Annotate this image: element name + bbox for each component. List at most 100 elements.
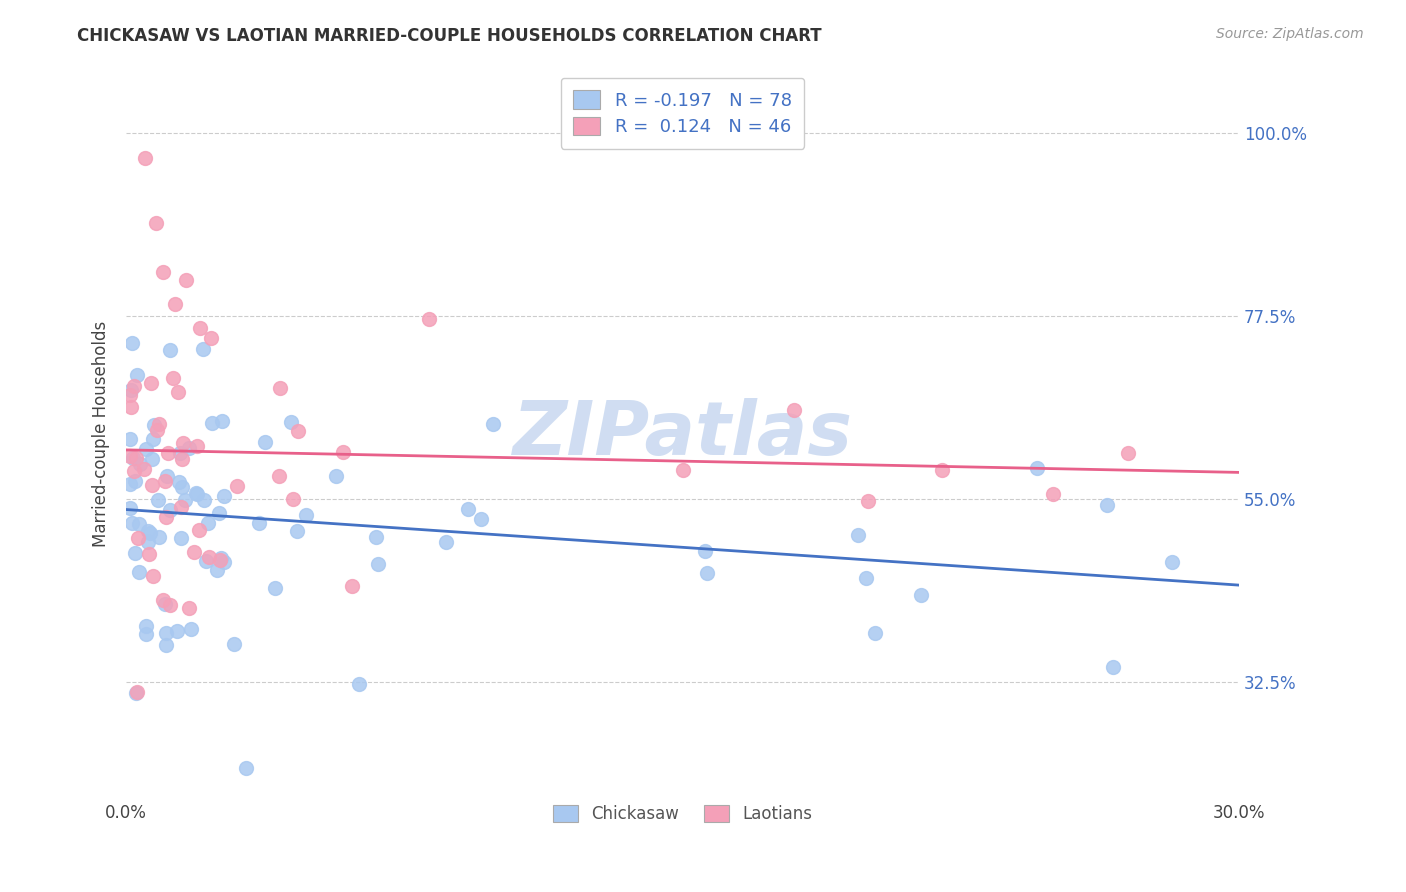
Point	[214, 555, 236, 569]
Point	[254, 434, 277, 449]
Legend: Chickasaw, Laotians: Chickasaw, Laotians	[541, 794, 824, 835]
Point	[201, 416, 224, 430]
Point	[931, 463, 953, 477]
Point	[153, 597, 176, 611]
Point	[197, 516, 219, 531]
Point	[470, 512, 492, 526]
Point	[1042, 487, 1064, 501]
Point	[364, 530, 387, 544]
Point	[155, 474, 177, 488]
Point	[124, 464, 146, 478]
Point	[122, 379, 145, 393]
Point	[135, 442, 157, 457]
Point	[132, 462, 155, 476]
Point	[118, 432, 141, 446]
Point	[159, 598, 181, 612]
Point	[367, 557, 389, 571]
Point	[118, 500, 141, 515]
Point	[264, 581, 287, 595]
Point	[1161, 555, 1184, 569]
Point	[783, 403, 806, 417]
Point	[124, 475, 146, 489]
Point	[211, 551, 233, 566]
Point	[121, 516, 143, 530]
Point	[167, 475, 190, 489]
Point	[155, 638, 177, 652]
Point	[159, 503, 181, 517]
Point	[332, 445, 354, 459]
Point	[159, 343, 181, 358]
Point	[148, 530, 170, 544]
Point	[186, 487, 208, 501]
Point	[118, 388, 141, 402]
Point	[177, 441, 200, 455]
Point	[136, 535, 159, 549]
Point	[172, 480, 194, 494]
Text: CHICKASAW VS LAOTIAN MARRIED-COUPLE HOUSEHOLDS CORRELATION CHART: CHICKASAW VS LAOTIAN MARRIED-COUPLE HOUS…	[77, 27, 823, 45]
Point	[157, 446, 180, 460]
Point	[186, 439, 208, 453]
Point	[163, 297, 186, 311]
Point	[141, 376, 163, 390]
Point	[155, 626, 177, 640]
Point	[285, 524, 308, 538]
Point	[124, 546, 146, 560]
Point	[125, 368, 148, 382]
Point	[347, 677, 370, 691]
Point	[155, 509, 177, 524]
Point	[187, 523, 209, 537]
Point	[152, 264, 174, 278]
Point	[200, 331, 222, 345]
Point	[211, 413, 233, 427]
Point	[434, 535, 457, 549]
Point	[156, 468, 179, 483]
Point	[693, 543, 716, 558]
Point	[134, 627, 156, 641]
Point	[184, 485, 207, 500]
Point	[141, 451, 163, 466]
Point	[120, 383, 142, 397]
Point	[125, 686, 148, 700]
Point	[128, 565, 150, 579]
Point	[457, 502, 479, 516]
Point	[127, 685, 149, 699]
Point	[138, 547, 160, 561]
Point	[122, 450, 145, 465]
Point	[142, 569, 165, 583]
Point	[224, 637, 246, 651]
Point	[325, 468, 347, 483]
Point	[173, 492, 195, 507]
Point	[118, 449, 141, 463]
Point	[145, 216, 167, 230]
Point	[1116, 446, 1139, 460]
Point	[671, 463, 693, 477]
Y-axis label: Married-couple Households: Married-couple Households	[93, 321, 110, 547]
Point	[190, 321, 212, 335]
Point	[340, 579, 363, 593]
Point	[280, 415, 302, 429]
Point	[134, 151, 156, 165]
Point	[146, 423, 169, 437]
Point	[281, 491, 304, 506]
Point	[235, 761, 257, 775]
Point	[180, 622, 202, 636]
Point	[141, 477, 163, 491]
Point	[128, 517, 150, 532]
Point	[482, 417, 505, 431]
Point	[846, 527, 869, 541]
Point	[855, 572, 877, 586]
Point	[177, 601, 200, 615]
Point	[193, 492, 215, 507]
Point	[118, 477, 141, 491]
Point	[125, 451, 148, 466]
Point	[129, 457, 152, 471]
Point	[207, 563, 229, 577]
Point	[166, 624, 188, 638]
Point	[191, 342, 214, 356]
Point	[208, 507, 231, 521]
Point	[226, 479, 249, 493]
Point	[167, 385, 190, 400]
Point	[249, 516, 271, 530]
Point	[172, 436, 194, 450]
Point	[143, 417, 166, 432]
